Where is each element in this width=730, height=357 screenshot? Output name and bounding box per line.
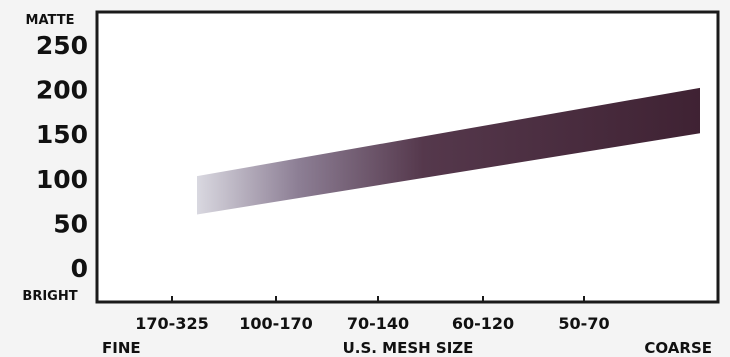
x-right-label: COARSE	[644, 339, 712, 357]
y-tick-label: 0	[71, 254, 88, 283]
x-left-label: FINE	[102, 339, 141, 357]
y-tick-label: 100	[36, 165, 88, 194]
y-tick-label: 50	[53, 209, 88, 238]
y-tick-label: 250	[36, 31, 88, 60]
x-tick-label: 100-170	[239, 314, 312, 333]
y-top-label: MATTE	[26, 13, 75, 28]
y-tick-label: 150	[36, 120, 88, 149]
y-tick-label: 200	[36, 76, 88, 105]
x-tick-label: 70-140	[347, 314, 409, 333]
data-band	[197, 87, 700, 215]
x-tick-label: 170-325	[135, 314, 208, 333]
y-bottom-label: BRIGHT	[22, 289, 77, 304]
x-axis-title: U.S. MESH SIZE	[343, 339, 474, 357]
x-tick-label: 50-70	[558, 314, 609, 333]
x-tick-label: 60-120	[452, 314, 514, 333]
